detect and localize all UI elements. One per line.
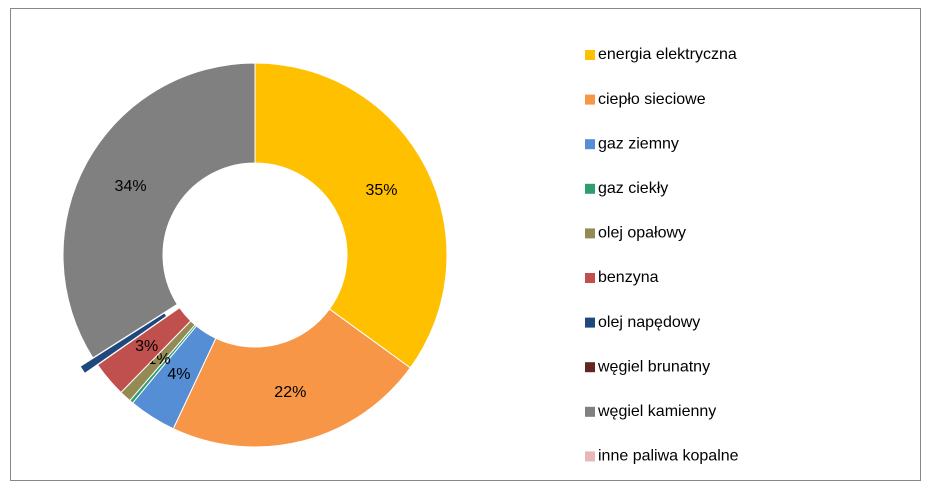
data-label: 3% bbox=[135, 338, 158, 355]
donut-slice bbox=[96, 306, 192, 394]
donut-slice bbox=[62, 62, 256, 359]
legend-label: benzyna bbox=[598, 269, 659, 286]
donut-slice bbox=[172, 308, 412, 448]
legend-swatch bbox=[585, 139, 595, 150]
legend-label: energia elektryczna bbox=[598, 46, 737, 63]
data-label: 22% bbox=[274, 384, 306, 401]
legend-swatch bbox=[585, 94, 595, 105]
legend-swatch bbox=[585, 406, 595, 417]
legend-swatch bbox=[585, 50, 595, 60]
legend-swatch bbox=[585, 317, 595, 328]
legend-label: olej opałowy bbox=[598, 225, 686, 242]
legend-swatch bbox=[585, 228, 595, 239]
donut-slice bbox=[254, 62, 448, 369]
legend-label: węgiel kamienny bbox=[597, 403, 716, 420]
legend-swatch bbox=[585, 451, 595, 462]
data-label: 4% bbox=[167, 366, 190, 383]
legend-swatch bbox=[585, 183, 595, 194]
legend-swatch bbox=[585, 362, 595, 373]
data-label: 34% bbox=[115, 178, 147, 195]
legend-label: ciepło sieciowe bbox=[598, 91, 706, 108]
legend-label: gaz ciekły bbox=[598, 180, 668, 197]
legend-swatch bbox=[585, 273, 595, 283]
legend-label: węgiel brunatny bbox=[597, 358, 710, 375]
legend-label: inne paliwa kopalne bbox=[598, 448, 739, 465]
data-label: 35% bbox=[366, 182, 398, 199]
legend-label: gaz ziemny bbox=[598, 135, 679, 152]
legend-label: olej napędowy bbox=[598, 314, 700, 331]
